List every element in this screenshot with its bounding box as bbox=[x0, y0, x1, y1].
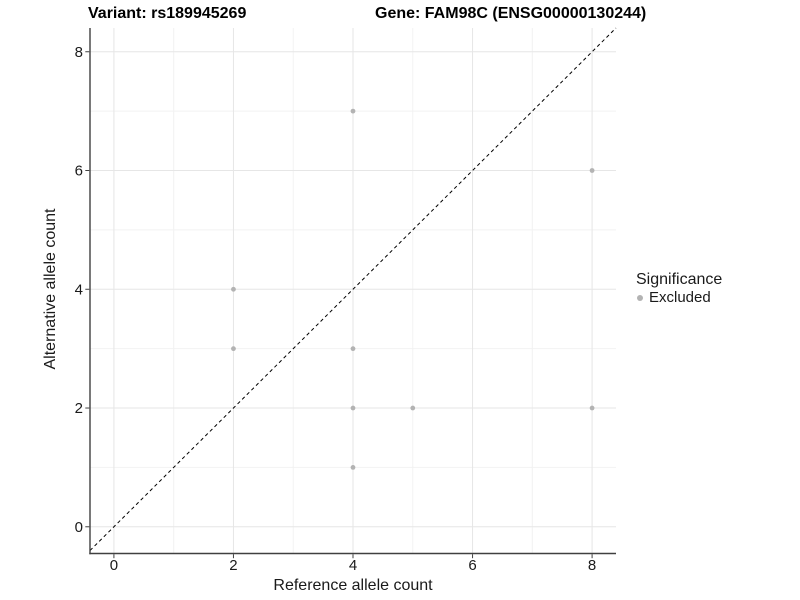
data-point bbox=[589, 405, 595, 411]
legend-item-label: Excluded bbox=[649, 289, 711, 306]
x-axis-title: Reference allele count bbox=[273, 577, 433, 594]
data-point bbox=[410, 405, 416, 411]
data-point bbox=[350, 405, 356, 411]
data-point bbox=[589, 168, 595, 173]
x-tick-label: 6 bbox=[468, 557, 476, 574]
data-point bbox=[350, 346, 356, 352]
excluded-point-icon bbox=[637, 295, 643, 301]
y-axis-title: Alternative allele count bbox=[42, 208, 59, 370]
legend-title: Significance bbox=[636, 271, 723, 288]
legend: Significance Excluded bbox=[636, 270, 722, 307]
y-tick-label: 2 bbox=[75, 400, 83, 417]
x-tick-label: 8 bbox=[588, 557, 596, 574]
y-tick-label: 0 bbox=[75, 519, 83, 536]
data-point bbox=[231, 346, 236, 352]
x-tick-label: 2 bbox=[229, 557, 237, 574]
x-tick-label: 4 bbox=[349, 557, 357, 574]
y-tick-label: 6 bbox=[75, 163, 83, 180]
x-tick-label: 0 bbox=[110, 557, 118, 574]
identity-line bbox=[89, 27, 617, 551]
data-point bbox=[231, 286, 236, 292]
variant-title: Variant: rs189945269 bbox=[88, 5, 247, 22]
legend-item: Excluded bbox=[636, 289, 722, 307]
data-point bbox=[350, 108, 356, 114]
gene-title: Gene: FAM98C (ENSG00000130244) bbox=[375, 5, 647, 22]
y-tick-label: 8 bbox=[75, 44, 83, 61]
data-point bbox=[350, 465, 356, 470]
y-tick-label: 4 bbox=[75, 281, 83, 298]
